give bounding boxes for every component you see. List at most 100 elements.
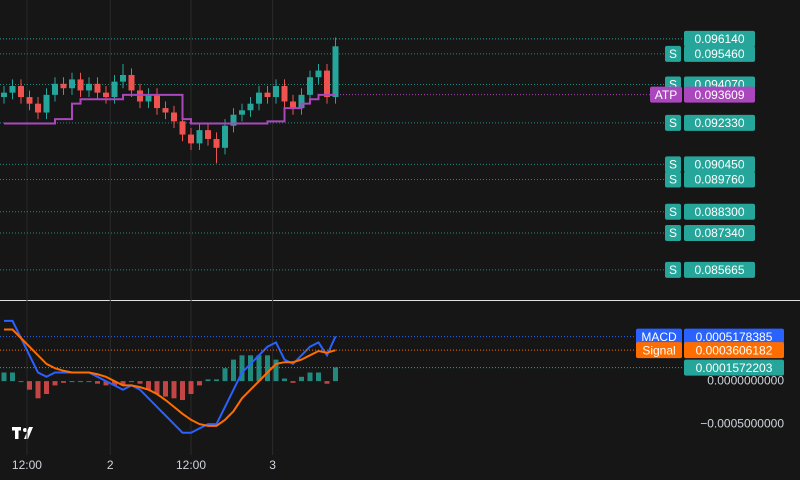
histogram-label: 0.0001572203 xyxy=(696,361,773,375)
histogram-bar xyxy=(248,355,253,382)
candle-body xyxy=(103,92,109,98)
candle-body xyxy=(196,130,203,144)
histogram-bar xyxy=(78,381,83,383)
level-tag: S xyxy=(669,116,677,130)
histogram-bar xyxy=(188,381,194,395)
histogram-bar xyxy=(180,381,185,401)
level-tag-box xyxy=(665,114,681,131)
histogram-bar xyxy=(273,359,279,382)
x-tick-label: 12:00 xyxy=(176,458,206,472)
histogram-bar xyxy=(1,372,7,382)
candle-body xyxy=(213,138,220,148)
level-tag: S xyxy=(669,47,677,61)
histogram-bar xyxy=(222,368,228,382)
candle-body xyxy=(120,75,126,82)
candle-body xyxy=(188,134,194,144)
last-price-label-box xyxy=(684,30,755,47)
y-tick-label: −0.0005000000 xyxy=(700,416,784,430)
level-label: 0.090450 xyxy=(694,158,744,172)
candle-body xyxy=(222,125,228,148)
level-label-box xyxy=(684,45,755,62)
series-label: 0.0005178385 xyxy=(696,330,773,344)
candle-body xyxy=(273,86,279,98)
atp-name-box xyxy=(650,86,682,103)
candle-body xyxy=(137,90,143,102)
candle-body xyxy=(230,114,237,126)
candle-body xyxy=(111,81,118,98)
candle-body xyxy=(1,92,7,98)
candle-body xyxy=(298,94,305,109)
histogram-bar xyxy=(299,376,304,382)
level-label-box xyxy=(684,156,755,173)
level-label: 0.087340 xyxy=(694,226,744,240)
series-label-box xyxy=(684,342,784,359)
series-label: 0.0003606182 xyxy=(696,343,773,357)
level-tag-box xyxy=(665,45,681,62)
candle-body xyxy=(205,130,211,139)
candle-body xyxy=(239,110,245,115)
histogram-bar xyxy=(171,381,177,399)
histogram-bar xyxy=(290,381,296,383)
candle-body xyxy=(281,86,288,102)
candle-body xyxy=(307,77,313,95)
histogram-bar xyxy=(197,381,202,386)
histogram-bar xyxy=(120,381,126,386)
candle-body xyxy=(145,94,152,102)
candle-body xyxy=(60,83,67,89)
candle-body xyxy=(264,92,271,98)
series-name-box xyxy=(636,342,682,359)
series-name-box xyxy=(636,328,682,345)
histogram-bar xyxy=(86,381,92,383)
histogram-bar xyxy=(52,381,58,386)
histogram-bar xyxy=(112,381,117,386)
candle-body xyxy=(324,70,330,98)
level-tag: S xyxy=(669,263,677,277)
candle-body xyxy=(154,94,160,109)
x-tick-label: 12:00 xyxy=(12,458,42,472)
histogram-bar xyxy=(10,372,15,382)
level-tag: S xyxy=(669,205,677,219)
histogram-bar xyxy=(239,355,245,382)
level-tag: S xyxy=(669,173,677,187)
histogram-label-box xyxy=(684,359,784,376)
histogram-bar xyxy=(231,359,236,382)
candle-body xyxy=(315,70,322,78)
y-tick-label: 0.0000000000 xyxy=(707,373,784,387)
level-label-box xyxy=(684,114,755,131)
level-label: 0.085665 xyxy=(694,263,744,277)
level-tag-box xyxy=(665,224,681,241)
histogram-bar xyxy=(307,372,313,382)
series-name: MACD xyxy=(641,330,677,344)
candle-body xyxy=(69,79,75,89)
candle-body xyxy=(179,121,186,135)
histogram-bar xyxy=(137,381,143,384)
histogram-bar xyxy=(205,379,211,382)
histogram-bar xyxy=(27,381,32,390)
candle-body xyxy=(35,103,41,113)
logo xyxy=(12,427,33,439)
candle-body xyxy=(77,79,84,91)
histogram-bar xyxy=(61,381,66,383)
macd-line xyxy=(4,328,336,427)
candle-body xyxy=(256,92,262,104)
atp-line xyxy=(4,93,336,125)
level-tag-box xyxy=(665,156,681,173)
atp-name: ATP xyxy=(655,88,677,102)
histogram-bar xyxy=(146,381,151,390)
candle-body xyxy=(9,86,16,93)
x-tick-label: 3 xyxy=(269,458,276,472)
level-label: 0.095460 xyxy=(694,47,744,61)
level-tag-box xyxy=(665,261,681,278)
candle-body xyxy=(18,86,24,98)
candle-body xyxy=(332,46,339,98)
histogram-bar xyxy=(282,378,287,382)
histogram-bar xyxy=(316,372,321,382)
candle-body xyxy=(52,83,58,95)
histogram-bar xyxy=(44,381,49,395)
candle-body xyxy=(43,94,50,113)
histogram-bar xyxy=(324,381,330,384)
level-tag: S xyxy=(669,158,677,172)
histogram-bar xyxy=(163,381,168,397)
candle-body xyxy=(94,83,101,93)
